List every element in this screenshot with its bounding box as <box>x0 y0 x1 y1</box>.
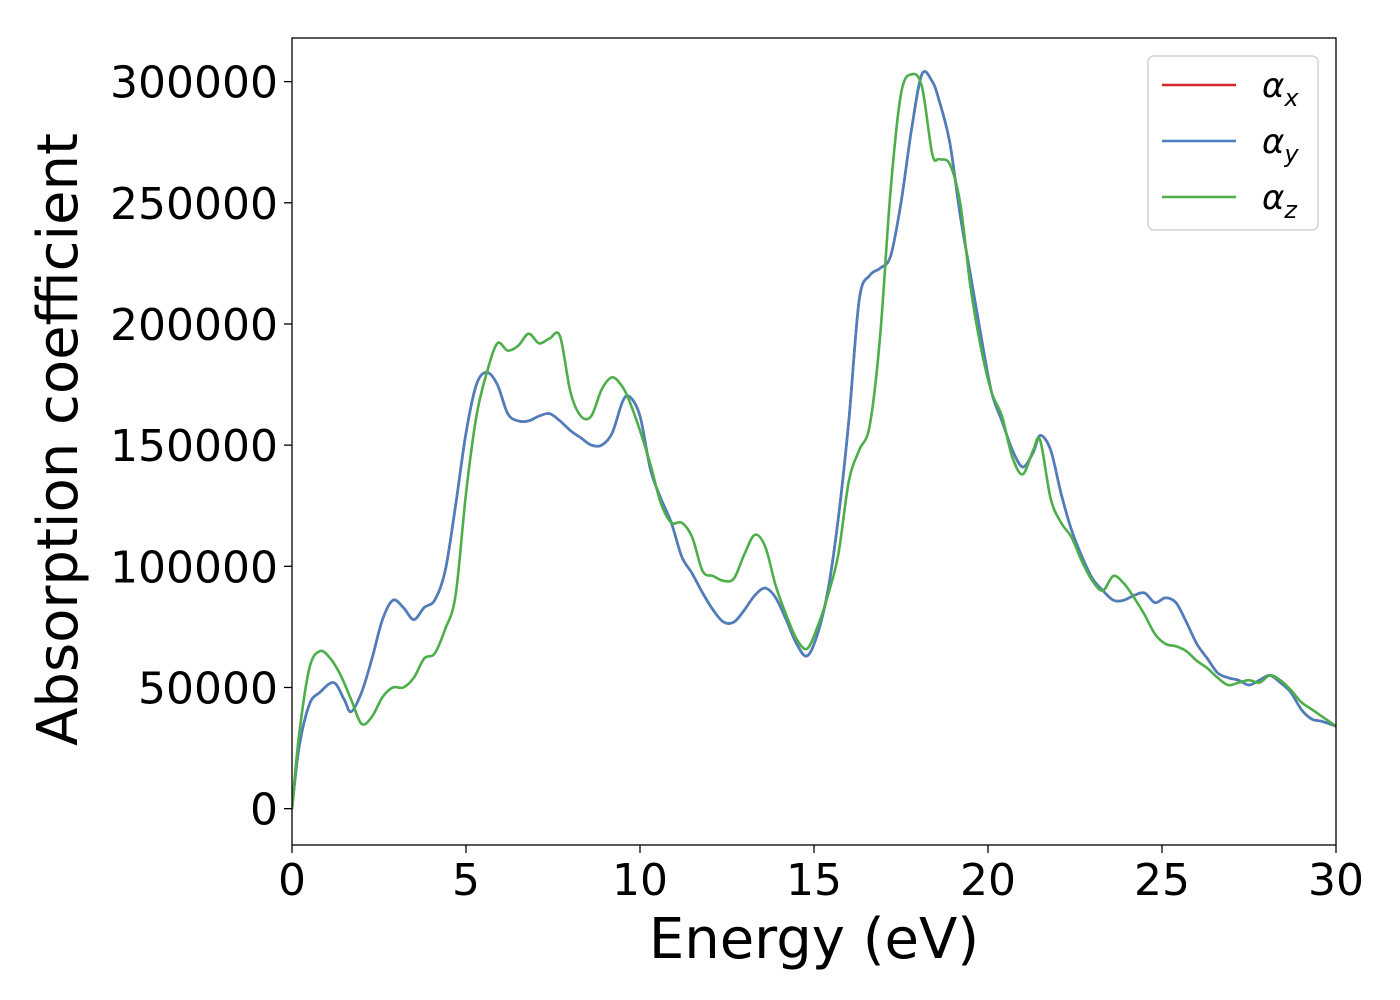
legend-label-alpha-z: αz <box>1262 178 1298 224</box>
y-axis-label: Absorption coefficient <box>26 133 91 746</box>
legend: αx αy αz <box>1147 55 1319 231</box>
series-line-alpha-z <box>292 72 1336 810</box>
y-tick-label: 0 <box>250 785 278 836</box>
legend-label-alpha-x: αx <box>1262 66 1299 112</box>
x-tick-label: 0 <box>278 855 306 906</box>
legend-label-alpha-y: αy <box>1262 122 1299 168</box>
x-tick-label: 30 <box>1308 855 1364 906</box>
x-tick-label: 5 <box>452 855 480 906</box>
y-axis: 0 50000 100000 150000 200000 250000 300000 <box>110 58 292 836</box>
y-tick-label: 150000 <box>110 421 278 472</box>
y-tick-label: 50000 <box>138 663 278 714</box>
y-tick-label: 200000 <box>110 300 278 351</box>
series-line-alpha-y <box>292 70 1336 810</box>
y-tick-label: 100000 <box>110 542 278 593</box>
series-layer <box>292 70 1336 810</box>
x-tick-label: 20 <box>960 855 1016 906</box>
x-tick-label: 10 <box>612 855 668 906</box>
y-tick-label: 250000 <box>110 179 278 230</box>
legend-box <box>1147 55 1319 231</box>
x-tick-label: 25 <box>1134 855 1190 906</box>
y-tick-label: 300000 <box>110 58 278 109</box>
x-axis-label: Energy (eV) <box>649 907 979 972</box>
x-tick-label: 15 <box>786 855 842 906</box>
x-axis: 0 5 10 15 20 25 30 <box>278 845 1364 906</box>
